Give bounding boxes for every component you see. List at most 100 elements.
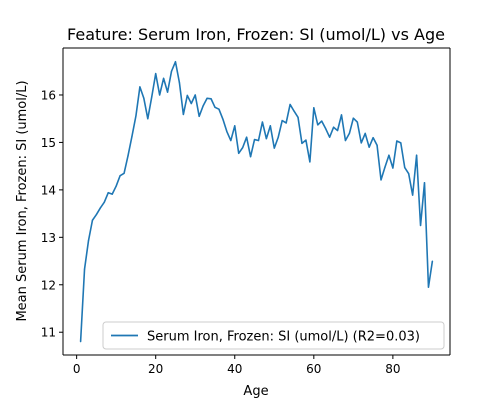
data-point bbox=[419, 224, 422, 227]
plot-area bbox=[79, 60, 434, 343]
x-axis-ticks: 0 20 40 60 80 bbox=[73, 355, 401, 376]
data-point bbox=[396, 140, 398, 142]
data-point bbox=[329, 136, 331, 138]
data-point bbox=[309, 161, 311, 163]
x-tick-label: 20 bbox=[148, 362, 163, 376]
data-point bbox=[190, 102, 192, 105]
data-point bbox=[194, 94, 196, 96]
data-point bbox=[198, 115, 200, 117]
data-point bbox=[107, 192, 109, 194]
legend-label: Serum Iron, Frozen: SI (umol/L) (R2=0.03… bbox=[147, 330, 420, 345]
data-point bbox=[147, 118, 149, 120]
data-point bbox=[182, 113, 184, 116]
data-point bbox=[174, 61, 177, 63]
x-tick-label: 60 bbox=[306, 362, 321, 376]
data-point bbox=[246, 136, 248, 138]
data-points bbox=[79, 61, 434, 343]
data-point bbox=[360, 142, 362, 144]
data-point bbox=[293, 110, 295, 112]
data-point bbox=[321, 120, 323, 122]
data-point bbox=[222, 118, 224, 120]
data-point bbox=[214, 106, 216, 108]
legend: Serum Iron, Frozen: SI (umol/L) (R2=0.03… bbox=[102, 321, 445, 350]
data-point bbox=[285, 122, 287, 124]
data-point bbox=[317, 124, 319, 126]
data-point bbox=[340, 114, 343, 116]
data-point bbox=[210, 98, 212, 100]
data-point bbox=[99, 207, 101, 209]
data-point bbox=[202, 105, 204, 107]
x-axis-label: Age bbox=[243, 384, 268, 399]
data-point bbox=[127, 155, 129, 157]
data-point bbox=[368, 146, 370, 148]
data-point bbox=[249, 156, 252, 158]
chart-title: Feature: Serum Iron, Frozen: SI (umol/L)… bbox=[67, 25, 445, 44]
data-point bbox=[226, 130, 228, 133]
data-point bbox=[170, 70, 173, 72]
series-line bbox=[79, 60, 434, 342]
y-tick-label: 16 bbox=[41, 88, 56, 102]
data-point bbox=[135, 115, 137, 117]
axes-frame bbox=[62, 47, 451, 356]
x-tick-label: 80 bbox=[385, 362, 400, 376]
data-point bbox=[234, 125, 236, 127]
data-point bbox=[111, 193, 113, 195]
data-point bbox=[103, 201, 105, 203]
data-point bbox=[83, 268, 86, 270]
data-point bbox=[79, 341, 82, 343]
data-point bbox=[95, 213, 97, 216]
data-point bbox=[163, 77, 165, 79]
data-point bbox=[352, 117, 354, 119]
data-point bbox=[313, 107, 315, 109]
data-point bbox=[400, 142, 402, 144]
data-point bbox=[408, 173, 410, 175]
data-point bbox=[380, 179, 382, 181]
y-tick-label: 12 bbox=[41, 278, 56, 292]
data-point bbox=[416, 154, 418, 156]
data-point bbox=[348, 132, 350, 135]
data-point bbox=[265, 138, 267, 140]
data-point bbox=[218, 108, 220, 110]
data-point bbox=[277, 136, 279, 138]
data-point bbox=[269, 125, 271, 127]
data-point bbox=[253, 138, 256, 141]
data-point bbox=[273, 147, 275, 149]
data-point bbox=[364, 132, 366, 135]
data-point bbox=[297, 116, 299, 118]
data-point bbox=[178, 82, 181, 84]
data-point bbox=[131, 135, 133, 137]
data-point bbox=[123, 172, 125, 174]
data-point bbox=[427, 286, 430, 288]
data-point bbox=[404, 166, 406, 169]
y-tick-label: 15 bbox=[41, 136, 56, 150]
x-tick-label: 0 bbox=[73, 362, 81, 376]
data-point bbox=[384, 166, 386, 168]
data-point bbox=[151, 96, 153, 98]
data-point bbox=[289, 103, 291, 106]
data-point bbox=[301, 142, 303, 144]
data-point bbox=[412, 194, 414, 196]
data-point bbox=[119, 175, 121, 177]
data-point bbox=[143, 97, 145, 99]
data-point bbox=[305, 139, 307, 141]
data-point bbox=[281, 120, 283, 122]
data-point bbox=[139, 86, 141, 88]
data-point bbox=[87, 240, 90, 242]
data-point bbox=[336, 129, 339, 132]
data-point bbox=[115, 185, 117, 187]
data-point bbox=[423, 182, 426, 184]
data-point bbox=[238, 152, 240, 154]
x-tick-label: 40 bbox=[227, 362, 242, 376]
data-point bbox=[392, 167, 394, 169]
data-point bbox=[372, 137, 374, 139]
data-point bbox=[356, 121, 358, 123]
y-tick-label: 14 bbox=[41, 183, 56, 197]
data-point bbox=[186, 94, 188, 97]
y-axis-ticks: 11 12 13 14 15 16 bbox=[41, 88, 63, 340]
data-point bbox=[325, 128, 327, 130]
legend-box bbox=[102, 321, 445, 350]
data-point bbox=[91, 219, 94, 221]
y-axis-label: Mean Serum Iron, Frozen: SI (umol/L) bbox=[15, 80, 30, 321]
